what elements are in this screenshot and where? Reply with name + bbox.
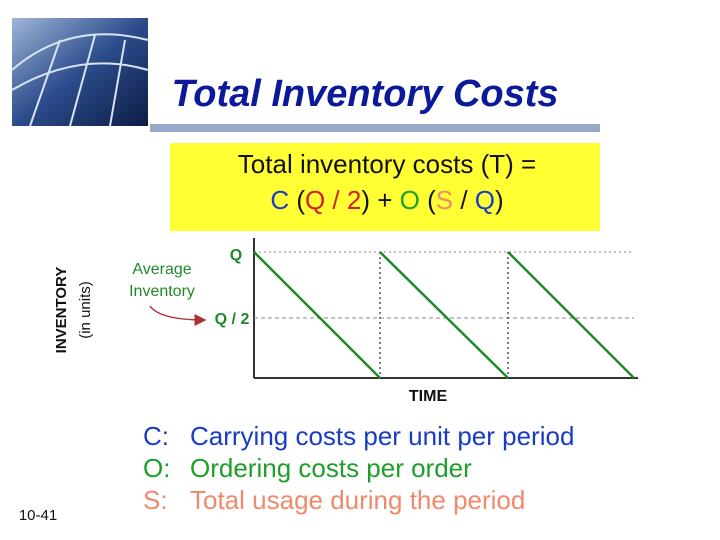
formula-part: (	[289, 185, 305, 215]
formula-part: O	[400, 185, 420, 215]
formula-box	[170, 143, 600, 231]
definition-text: Total usage during the period	[190, 485, 525, 515]
annotation: Average	[132, 261, 191, 278]
q-label: Q	[230, 247, 242, 264]
half-label: Q / 2	[215, 311, 250, 328]
slide-number: 10-41	[19, 507, 57, 524]
definition-symbol: O:	[143, 453, 170, 483]
formula-part: )	[495, 185, 504, 215]
formula-part: ) +	[361, 185, 399, 215]
formula-part: C	[270, 185, 289, 215]
y-axis-label: INVENTORY	[53, 267, 70, 354]
title: Total Inventory Costs	[171, 73, 558, 115]
formula-part: /	[453, 185, 475, 215]
definitions: C: Carrying costs per unit per period O: Or…	[143, 421, 574, 515]
diagram	[149, 238, 638, 379]
formula-part: Q / 2	[305, 185, 361, 215]
definition-symbol: S:	[143, 485, 168, 515]
definition-text: Carrying costs per unit per period	[190, 421, 574, 451]
formula-line2: C (Q / 2) + O (S / Q)	[270, 185, 503, 215]
formula-part: (	[420, 185, 436, 215]
header-photo	[11, 18, 149, 127]
formula-line1: Total inventory costs (T) =	[238, 149, 536, 179]
formula-part: S	[436, 185, 453, 215]
annotation: Inventory	[129, 283, 195, 300]
formula-part: Q	[475, 185, 495, 215]
definition-text: Ordering costs per order	[190, 453, 472, 483]
y-axis-sublabel: (in units)	[77, 281, 94, 339]
definition-symbol: C:	[143, 421, 169, 451]
x-axis-label: TIME	[409, 388, 448, 405]
title-underline	[150, 124, 600, 132]
